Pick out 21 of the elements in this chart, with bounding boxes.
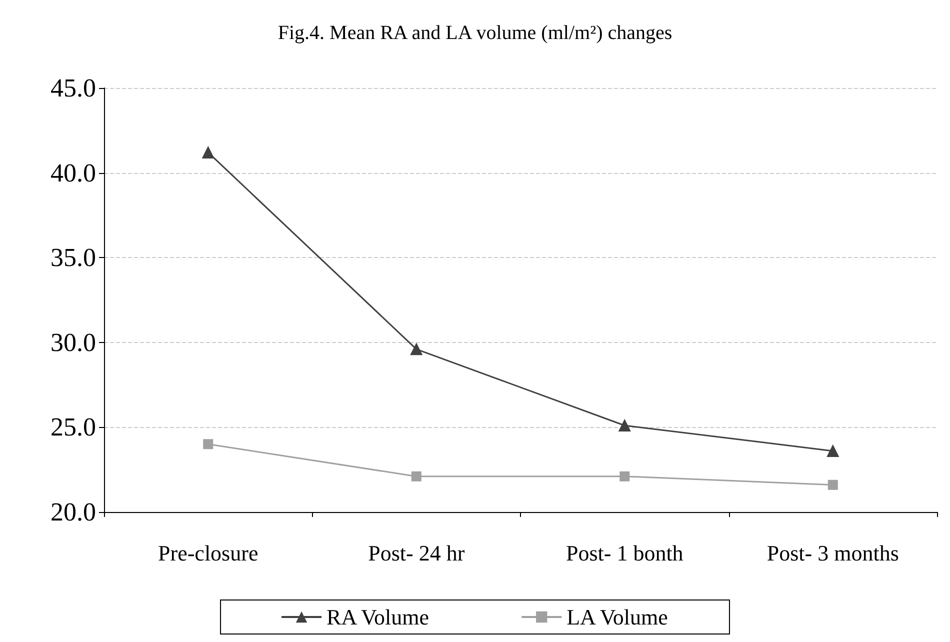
y-tick-label: 35.0 <box>50 243 96 272</box>
y-tick-label: 25.0 <box>50 412 96 442</box>
y-tick-label: 20.0 <box>50 498 96 526</box>
y-tick-label: 45.0 <box>50 74 96 102</box>
x-tick-label: Pre-closure <box>158 540 258 566</box>
point <box>203 439 214 450</box>
x-tick-label: Post- 1 bonth <box>566 540 684 566</box>
point <box>620 471 630 482</box>
chart-title: Fig.4. Mean RA and LA volume (ml/m²) changes <box>278 22 672 44</box>
x-tick-label: Post- 24 hr <box>368 540 466 566</box>
y-tick-label: 40.0 <box>50 158 96 188</box>
legend-label: LA Volume <box>566 604 668 630</box>
x-tick-label: Post- 3 months <box>766 540 899 566</box>
point <box>410 343 422 356</box>
point <box>618 420 631 432</box>
point <box>411 471 422 482</box>
legend-label: RA Volume <box>326 604 430 630</box>
y-tick-label: 30.0 <box>50 328 96 357</box>
point <box>828 480 838 490</box>
point <box>202 146 214 158</box>
point <box>826 444 839 457</box>
